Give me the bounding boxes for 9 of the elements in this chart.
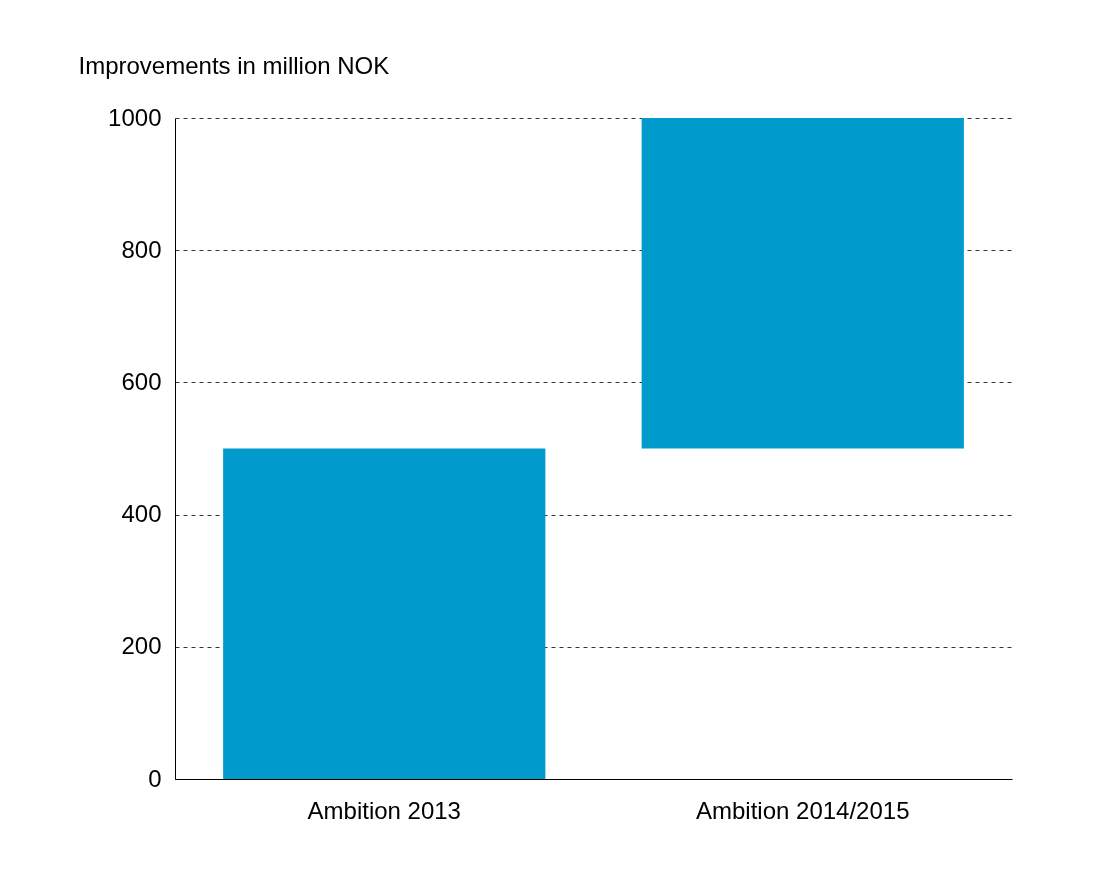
x-tick-label: Ambition 2013 xyxy=(307,796,461,824)
x-tick-label: Ambition 2014/2015 xyxy=(696,796,910,824)
y-tick-label: 1000 xyxy=(108,103,162,131)
y-tick-label: 600 xyxy=(121,367,162,395)
y-tick-label: 400 xyxy=(121,500,162,528)
y-tick-label: 0 xyxy=(148,764,162,792)
y-tick-label: 800 xyxy=(121,235,162,263)
y-axis-title: Improvements in million NOK xyxy=(78,51,390,79)
y-tick-label: 200 xyxy=(121,632,162,660)
